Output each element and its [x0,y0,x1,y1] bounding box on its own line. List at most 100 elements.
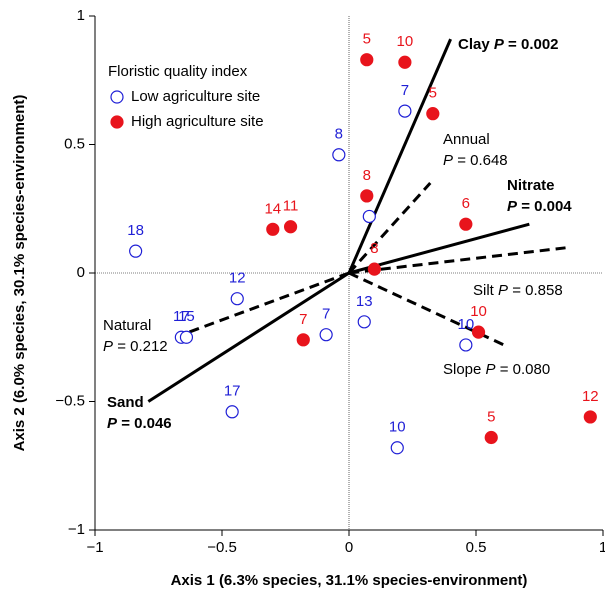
vector [147,271,350,403]
point-label: 10 [389,419,406,436]
point-label: 5 [363,31,371,48]
x-tick-label: −1 [86,539,103,556]
vector-stat: P = 0.046 [107,415,172,432]
vector-label: Annual [443,131,490,148]
point-label: 10 [397,33,414,50]
point [426,107,440,121]
vector-stat: P = 0.212 [103,338,168,355]
vector-label: Clay P = 0.002 [458,36,559,53]
vector-label: Natural [103,317,151,334]
stat-symbol: P [494,36,505,53]
point-label: 7 [322,306,330,323]
vector [347,182,432,275]
y-tick-label: 1 [77,7,85,24]
stat-symbol: P [507,198,518,215]
stat-value: = 0.004 [521,198,572,215]
vector [348,271,505,347]
stat-value: = 0.046 [121,415,171,432]
legend-label: Low agriculture site [131,88,260,105]
vector [347,38,452,274]
vector-stat: P = 0.004 [507,198,572,215]
legend-marker [110,115,124,129]
point [471,325,486,339]
point-label: 8 [370,240,378,257]
vector-label: Nitrate [507,177,555,194]
point-label: 15 [178,308,195,325]
point [129,244,143,258]
point-label: 13 [356,293,373,310]
y-tick-label: −1 [68,521,85,538]
stat-value: = 0.858 [512,282,562,299]
point-label: 5 [429,85,437,102]
point-label: 17 [224,383,241,400]
point-label: 10 [470,303,487,320]
point [484,430,498,445]
point [367,262,381,276]
vector-name: Silt [473,282,495,299]
point [398,55,412,69]
x-tick-label: −0.5 [207,539,237,556]
stat-symbol: P [498,282,508,299]
point [179,330,194,344]
stat-symbol: P [443,152,453,169]
vector-label: Silt P = 0.858 [473,282,563,299]
point-label: 17 [173,308,190,325]
stat-value: = 0.648 [457,152,507,169]
point-label: 5 [487,408,495,425]
stat-value: = 0.002 [508,36,558,53]
vector-stat: P = 0.648 [443,152,508,169]
point [296,333,310,347]
y-tick-label: −0.5 [55,392,85,409]
point [283,220,298,234]
vector-name: Nitrate [507,177,555,194]
vector [348,245,571,275]
point [583,410,597,424]
x-tick-label: 0.5 [466,539,487,556]
y-tick-label: 0.5 [64,135,85,152]
point-label: 8 [335,126,343,143]
y-tick-label: 0 [77,264,85,281]
point-label: 14 [264,200,281,217]
point-label: 11 [283,198,299,215]
x-tick-label: 1 [599,539,605,556]
vector-name: Natural [103,317,151,334]
stat-symbol: P [486,361,496,378]
point [398,104,412,118]
point [459,217,473,231]
y-axis-label: Axis 2 (6.0% species, 30.1% species-envi… [11,95,28,452]
vector-label: Sand [107,394,144,411]
point [230,292,244,306]
point [360,53,374,67]
stat-value: = 0.080 [500,361,550,378]
vector-label: Slope P = 0.080 [443,361,550,378]
vector [188,271,350,334]
point-label: 7 [299,311,307,328]
point [360,189,374,203]
legend-marker [110,90,124,104]
stat-symbol: P [107,415,118,432]
vector-name: Clay [458,36,490,53]
legend-label: High agriculture site [131,113,264,130]
point-label: 6 [462,195,470,212]
legend-title: Floristic quality index [108,63,248,80]
point-label: 7 [401,82,409,99]
point [362,209,376,224]
point [332,148,346,162]
vector-name: Annual [443,131,490,148]
point-label: 8 [363,167,371,184]
point [459,338,473,352]
point-label: 10 [457,316,474,333]
point [266,222,280,236]
point-label: 12 [229,270,246,287]
vector-name: Sand [107,394,144,411]
vector-name: Slope [443,361,481,378]
stat-value: = 0.212 [117,338,167,355]
point-label: 18 [127,222,144,239]
stat-symbol: P [103,338,113,355]
point [390,441,404,455]
x-axis-label: Axis 1 (6.3% species, 31.1% species-envi… [171,572,528,589]
point [225,405,239,419]
point-label: 12 [582,388,599,405]
point [319,328,333,342]
